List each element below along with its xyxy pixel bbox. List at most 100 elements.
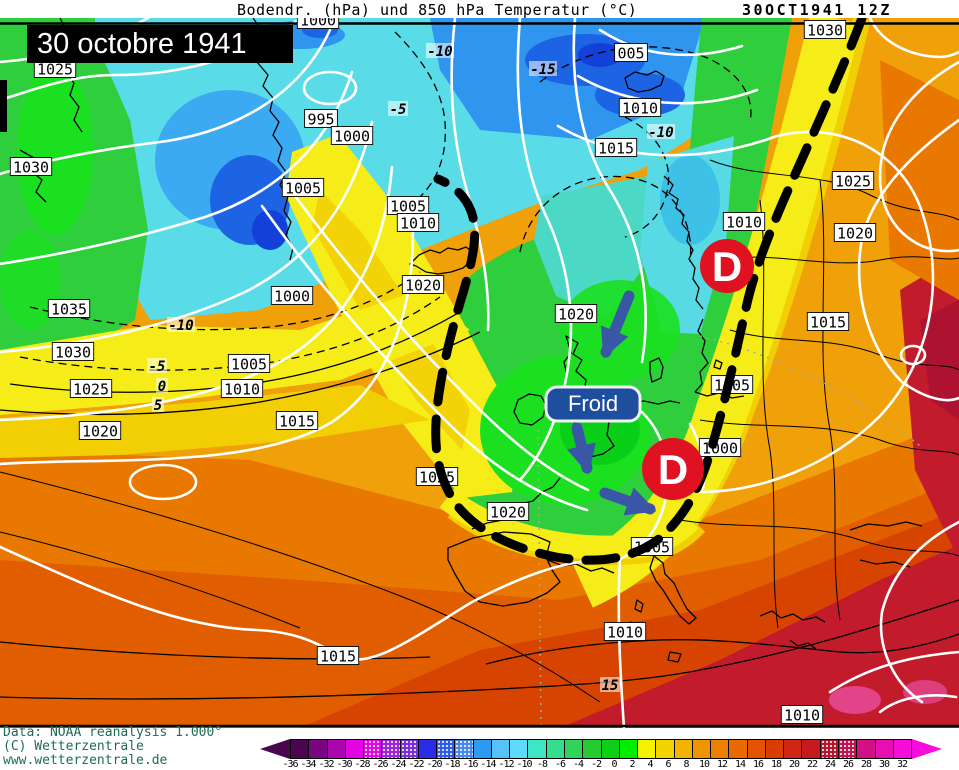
map-title: Bodendr. (hPa) und 850 hPa Temperatur (°… (237, 1, 638, 19)
svg-text:1025: 1025 (73, 381, 109, 399)
colorbar-stop (601, 740, 620, 758)
colorbar-tick: 16 (752, 759, 764, 770)
svg-text:D: D (712, 243, 742, 290)
temperature-label: -15 (529, 61, 557, 78)
pressure-label: 1030 (9, 157, 53, 177)
colorbar-tick: 18 (770, 759, 782, 770)
svg-text:1005: 1005 (231, 356, 267, 374)
colorbar-stop (765, 740, 785, 758)
pressure-label: 1025 (33, 59, 77, 79)
svg-text:-10: -10 (168, 318, 193, 334)
svg-text:1000: 1000 (334, 128, 370, 146)
attribution-url: www.wetterzentrale.de (3, 753, 168, 768)
froid-annotation: Froid (544, 385, 642, 423)
colorbar-stop (327, 740, 346, 758)
temperature-label: -5 (147, 358, 167, 375)
svg-text:995: 995 (307, 111, 334, 129)
colorbar-stop (893, 740, 912, 758)
colorbar-stop (784, 740, 803, 758)
svg-text:1030: 1030 (13, 159, 49, 177)
colorbar-right-arrow (912, 739, 942, 759)
colorbar-tick: -20 (426, 759, 442, 770)
cold-advection-arrows (567, 290, 657, 516)
pressure-label: 1015 (806, 312, 850, 332)
pressure-label: 1020 (78, 421, 122, 441)
colorbar-tick: 30 (878, 759, 890, 770)
svg-text:1035: 1035 (51, 301, 87, 319)
pressure-label: 1025 (69, 379, 113, 399)
colorbar-tick: 12 (716, 759, 728, 770)
colorbar-tick: 4 (647, 759, 653, 770)
pressure-label: 1020 (833, 223, 877, 243)
colorbar-stop (437, 740, 456, 758)
colorbar-tick: 24 (824, 759, 836, 770)
pressure-label: 1015 (275, 411, 319, 431)
pressure-label: 1015 (316, 646, 360, 666)
colorbar-tick: -10 (516, 759, 532, 770)
colorbar-tick: -26 (372, 759, 388, 770)
svg-text:1015: 1015 (320, 648, 356, 666)
pressure-label: 1000 (296, 18, 340, 30)
date-annotation: 30 octobre 1941 (27, 25, 293, 63)
colorbar-stop (656, 740, 675, 758)
svg-text:1010: 1010 (726, 214, 762, 232)
colorbar-tick: -8 (536, 759, 548, 770)
svg-text:1025: 1025 (835, 173, 871, 191)
svg-text:1005: 1005 (390, 198, 426, 216)
colorbar-stop (400, 740, 419, 758)
colorbar-tick: 0 (611, 759, 617, 770)
pressure-label: 1035 (47, 299, 91, 319)
colorbar-stop (838, 740, 858, 758)
pressure-label: 1010 (722, 212, 766, 232)
pressure-label: 1010 (396, 213, 440, 233)
attribution-data-source: Data: NOAA reanalysis 1.000° (3, 725, 223, 740)
cold-arrow (567, 422, 596, 475)
svg-text:1025: 1025 (37, 61, 73, 79)
colorbar-tick: -14 (480, 759, 496, 770)
temperature-label: -10 (647, 124, 675, 141)
pressure-label: 1005 (281, 178, 325, 198)
temperature-colorbar: -36 -34 -32 -30 -28 -26 -24 -22 -20 -18 -16 -14 -12-… (260, 739, 952, 770)
temperature-label: -10 (167, 317, 195, 334)
colorbar-tick: -34 (300, 759, 316, 770)
colorbar-stop (564, 740, 584, 758)
pressure-label: 1020 (554, 304, 598, 324)
colorbar-stop (382, 740, 401, 758)
pressure-label: 1025 (831, 171, 875, 191)
attribution: Data: NOAA reanalysis 1.000° (C) Wetterz… (3, 726, 222, 768)
colorbar-tick: 28 (860, 759, 872, 770)
map-frame (0, 22, 959, 728)
colorbar-tick: -6 (554, 759, 566, 770)
colorbar-stop (711, 740, 730, 758)
svg-text:1015: 1015 (810, 314, 846, 332)
colorbar-left-arrow (260, 739, 290, 759)
svg-text:1005: 1005 (285, 180, 321, 198)
svg-text:-5: -5 (149, 359, 166, 375)
weather-map: 1025100099510001030100510051010102010001… (0, 18, 959, 728)
colorbar-tick: 20 (788, 759, 800, 770)
colorbar-stop (309, 740, 328, 758)
colorbar-tick: -2 (590, 759, 602, 770)
low-pressure-marker: D (642, 438, 704, 500)
colorbar-stop (455, 740, 474, 758)
colorbar-stop (473, 740, 492, 758)
colorbar-stop (418, 740, 438, 758)
colorbar-stop (583, 740, 602, 758)
pressure-label: 1010 (220, 379, 264, 399)
pressure-label: 1030 (51, 342, 95, 362)
svg-text:1015: 1015 (279, 413, 315, 431)
colorbar-tick: -24 (390, 759, 406, 770)
pressure-label: 1000 (330, 126, 374, 146)
attribution-copyright: (C) Wetterzentrale (3, 739, 144, 754)
low-pressure-marker: D (700, 239, 754, 293)
svg-text:-10: -10 (427, 44, 452, 60)
coastlines (0, 18, 959, 703)
map-timestamp: 30OCT1941 12Z (742, 1, 892, 19)
pressure-label: 1020 (486, 502, 530, 522)
colorbar-tick: -36 (282, 759, 298, 770)
svg-text:1010: 1010 (784, 707, 820, 725)
pressure-label: 1020 (401, 275, 445, 295)
temperature-contour-labels: -10 -15 -5 -10 -10 -5 0 5 15 (147, 43, 675, 694)
colorbar-tick: -28 (354, 759, 370, 770)
